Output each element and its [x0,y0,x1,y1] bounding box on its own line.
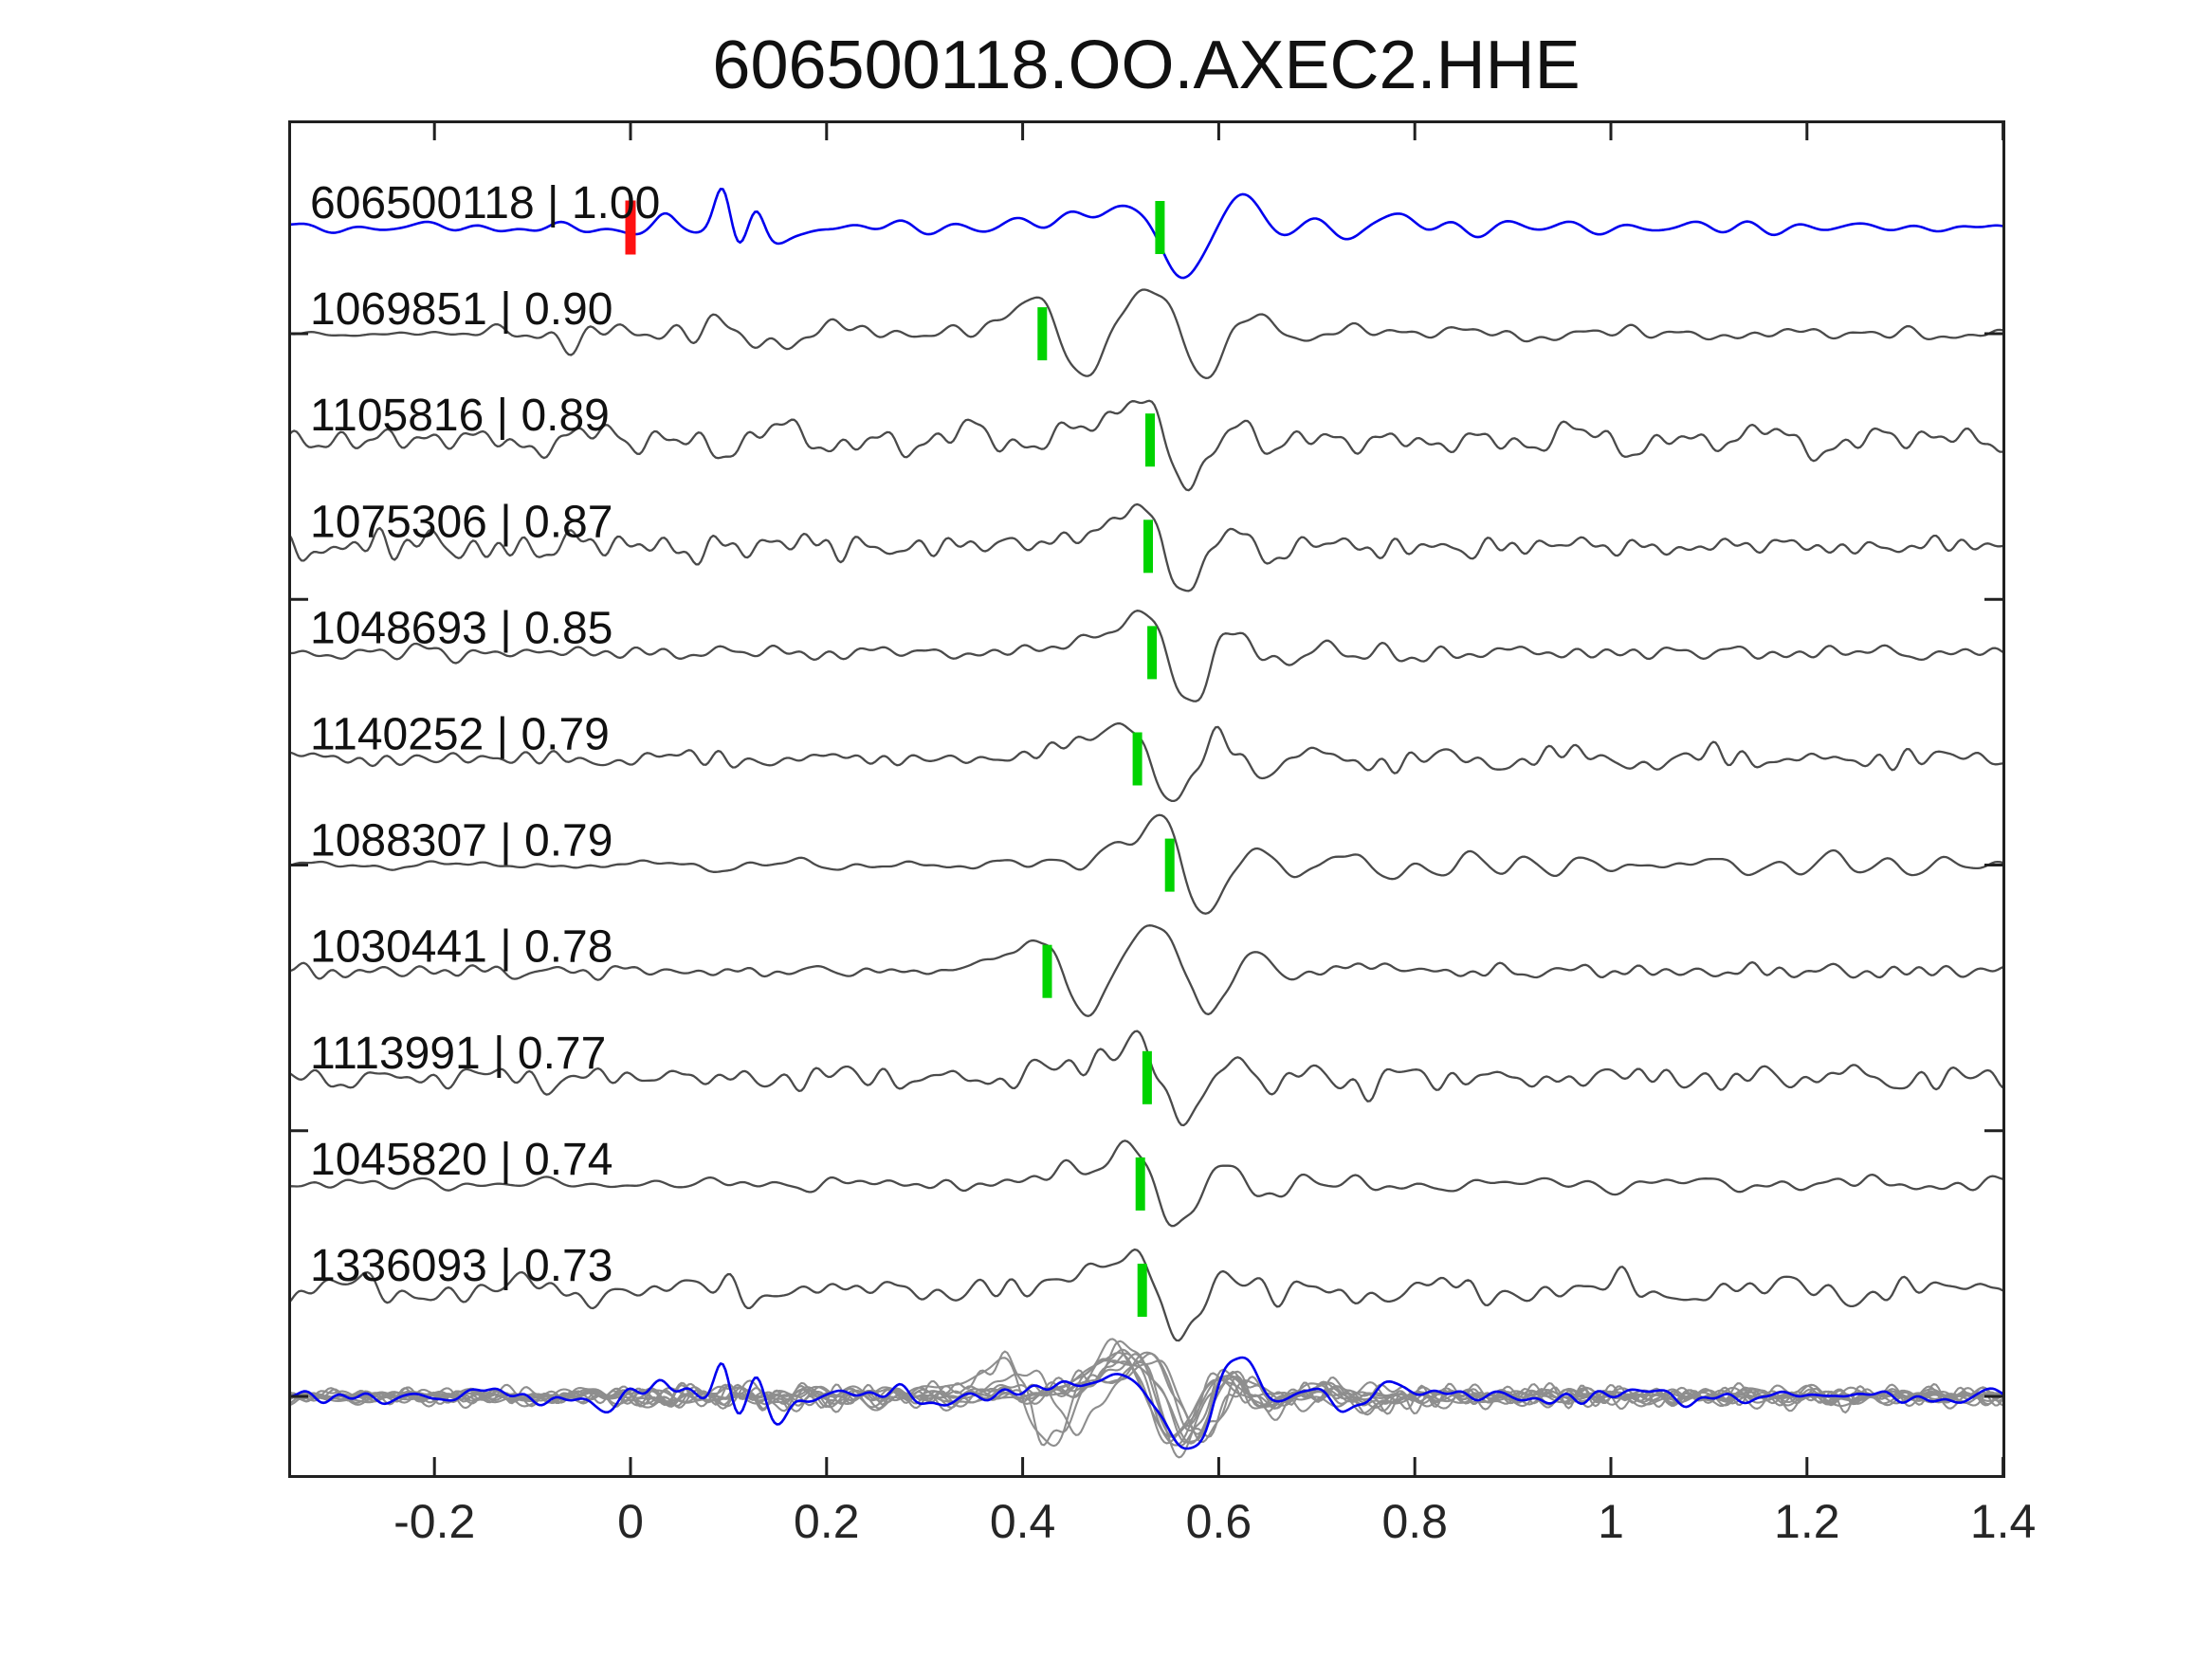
pick-time-marker [1145,413,1155,467]
trace-label: 1088307 | 0.79 [310,816,612,866]
x-tick-label: 0.8 [1381,1495,1448,1548]
trace-label: 1048693 | 0.85 [310,603,612,653]
x-tick-label: 1.4 [1970,1495,2037,1548]
trace-label: 1069851 | 0.90 [310,284,612,335]
x-tick-label: 1.2 [1774,1495,1840,1548]
x-tick-label: 0 [617,1495,644,1548]
detection-waveform [289,502,2003,592]
waveform-traces [289,188,2003,1459]
pick-time-marker [1142,1050,1152,1104]
detection-waveform [289,288,2003,379]
x-tick-label: 1 [1598,1495,1624,1548]
x-tick-labels: -0.2 0 0.2 0.4 0.6 0.8 1 1.2 1.4 [393,1495,2036,1548]
x-tick-label: -0.2 [393,1495,475,1548]
detection-waveform [289,1139,2003,1228]
trace-label: 606500118 | 1.00 [310,178,660,228]
detection-waveform [289,1030,2003,1127]
trace-row-labels: 606500118 | 1.00 1069851 | 0.90 1105816 | … [310,178,660,1291]
template-zero-marker [625,200,636,255]
detection-waveform [289,813,2003,915]
pick-time-marker [1135,1157,1145,1211]
overlay-detection-waveform [289,1359,2003,1444]
pick-time-marker [1164,838,1175,892]
pick-time-marker [1155,201,1165,254]
pick-time-marker [1132,732,1143,786]
x-tick-label: 0.4 [990,1495,1056,1548]
pick-markers [625,200,1175,1317]
pick-time-marker [1143,520,1153,574]
x-tick-label: 0.2 [794,1495,860,1548]
trace-label: 1113991 | 0.77 [310,1029,606,1079]
overlay-detection-waveform [289,1340,2003,1459]
pick-time-marker [1147,626,1158,680]
pick-time-marker [1137,1264,1147,1317]
trace-label: 1045820 | 0.74 [310,1135,612,1185]
plot-frame [288,120,2005,1478]
trace-label: 1140252 | 0.79 [310,710,610,760]
trace-label: 1336093 | 0.73 [310,1241,612,1291]
overlay-template-waveform [289,1356,2003,1450]
template-waveform [289,188,2003,280]
pick-time-marker [1037,307,1048,361]
x-tick-label: 0.6 [1186,1495,1252,1548]
trace-label: 1075306 | 0.87 [310,497,612,547]
detection-waveform [289,722,2003,803]
trace-label: 1105816 | 0.89 [310,391,610,441]
detection-waveform [289,924,2003,1017]
detection-waveform [289,610,2003,702]
chart-title: 606500118.OO.AXEC2.HHE [712,27,1580,103]
pick-time-marker [1042,944,1052,998]
detection-waveform [289,399,2003,492]
trace-label: 1030441 | 0.78 [310,922,612,973]
